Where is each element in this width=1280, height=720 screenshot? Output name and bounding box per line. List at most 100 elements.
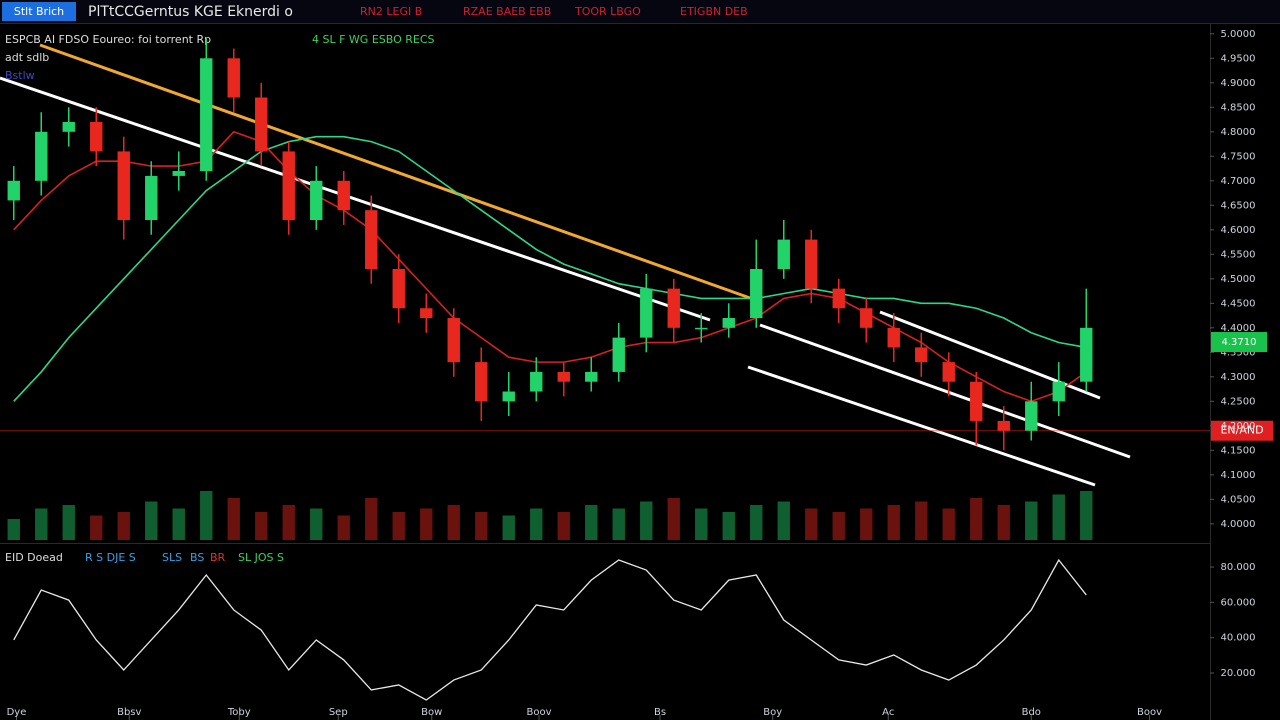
volume-bar (777, 501, 790, 540)
x-tick-label: Sep (329, 707, 348, 718)
y-tick-label: 4.4000 (1221, 323, 1256, 334)
menu-item[interactable]: RN2 LEGI B (360, 5, 422, 18)
y-tick-label: 4.3500 (1221, 347, 1256, 358)
candle-body (62, 122, 75, 132)
volume-bar (942, 508, 955, 540)
candle-body (35, 131, 48, 181)
volume-bar (227, 498, 240, 540)
volume-bar (392, 512, 405, 540)
volume-bar (860, 508, 873, 540)
candle-body (1052, 381, 1065, 402)
candle-body (805, 239, 818, 289)
osc-legend: BR (210, 551, 226, 564)
volume-bar (90, 515, 103, 540)
candle-body (117, 151, 130, 221)
candle-body (695, 327, 708, 330)
volume-bar (35, 508, 48, 540)
legend-text: Bstlw (5, 69, 35, 82)
osc-y-tick-label: 40.000 (1221, 633, 1256, 644)
volume-bar (282, 505, 295, 540)
candle-body (915, 347, 928, 363)
osc-legend: BS (190, 551, 204, 564)
candle-body (1025, 401, 1038, 431)
trend-line (747, 365, 1096, 487)
alert-text: EN/AND (1220, 424, 1263, 437)
volume-bar (502, 515, 515, 540)
toolbar (0, 0, 1280, 24)
candle-body (750, 269, 763, 319)
volume-bar (310, 508, 323, 540)
x-tick-label: Bow (421, 707, 442, 718)
candle-body (722, 318, 735, 328)
y-tick-label: 4.4500 (1221, 298, 1256, 309)
candle-body (502, 391, 515, 402)
volume-bar (640, 501, 653, 540)
volume-bar (337, 515, 350, 540)
legend-text: ESPCB AI FDSO Eoureo: foi torrent Rp (5, 33, 211, 46)
legend-text: adt sdlb (5, 51, 49, 64)
osc-y-tick-label: 80.000 (1221, 562, 1256, 573)
y-tick-label: 4.8500 (1221, 102, 1256, 113)
candle-body (942, 362, 955, 382)
oscillator-line (13, 558, 1087, 701)
candle-body (475, 362, 488, 402)
candle-body (255, 97, 268, 152)
symbol[interactable]: Stlt Brich (14, 5, 64, 18)
candle-body (640, 288, 653, 338)
x-tick-label: Boov (1137, 707, 1162, 718)
volume-bar (530, 508, 543, 540)
candle-body (90, 122, 103, 152)
x-tick-label: Boov (526, 707, 551, 718)
volume-bar (887, 505, 900, 540)
y-tick-label: 4.1500 (1221, 445, 1256, 456)
alert-tag (1211, 420, 1273, 441)
menu-item[interactable]: RZAE BAEB EBB (463, 5, 551, 18)
candle-body (200, 58, 213, 172)
volume-bar (62, 505, 75, 540)
volume-bar (420, 508, 433, 540)
volume-bar (970, 498, 983, 540)
y-tick-label: 4.8000 (1221, 127, 1256, 138)
toolbar-title: PlTtCCGerntus KGE Eknerdi o (88, 4, 293, 20)
menu-item[interactable]: ETIGBN DEB (680, 5, 748, 18)
volume-bar (172, 508, 185, 540)
volume-bar (255, 512, 268, 540)
menu-item[interactable]: TOOR LBGO (574, 5, 641, 18)
volume-bar (915, 501, 928, 540)
volume-bar (145, 501, 158, 540)
volume-bar (7, 519, 20, 540)
candle-body (832, 288, 845, 309)
y-tick-label: 4.2000 (1221, 421, 1256, 432)
y-tick-label: 4.0500 (1221, 494, 1256, 505)
candle-body (145, 175, 158, 221)
volume-bar (557, 512, 570, 540)
candle-body (365, 210, 378, 270)
y-tick-label: 4.2500 (1221, 396, 1256, 407)
price-tag (1211, 332, 1267, 353)
volume-bar (200, 491, 213, 540)
volume-bar (475, 512, 488, 540)
candle-body (282, 151, 295, 221)
x-tick-label: Boy (763, 707, 782, 718)
osc-y-tick-label: 60.000 (1221, 597, 1256, 608)
volume-bar (1052, 494, 1065, 540)
candle-body (310, 180, 323, 221)
volume-bar (997, 505, 1010, 540)
volume-bar (365, 498, 378, 540)
osc-legend: R S DJE S (85, 551, 136, 564)
volume-bar (447, 505, 460, 540)
candle-body (392, 269, 405, 309)
candle-body (970, 381, 983, 421)
candle-body (612, 337, 625, 372)
y-tick-label: 4.3000 (1221, 372, 1256, 383)
osc-legend: SLS (162, 551, 182, 564)
volume-bar (1080, 491, 1093, 540)
candle-body (667, 288, 680, 328)
symbol-box[interactable] (2, 2, 76, 21)
candle-body (860, 308, 873, 328)
legend-text: 4 SL F WG ESBO RECS (312, 33, 435, 46)
candle-body (887, 327, 900, 348)
osc-legend: SL JOS S (238, 551, 284, 564)
